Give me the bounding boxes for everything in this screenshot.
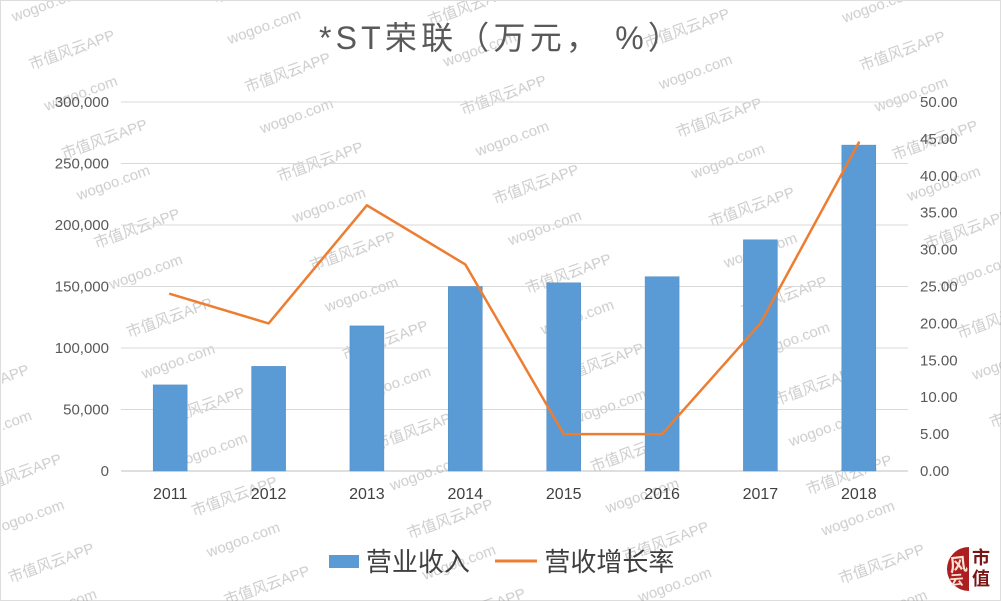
svg-text:15.00: 15.00 xyxy=(920,352,958,369)
svg-text:2011: 2011 xyxy=(153,486,188,503)
svg-text:5.00: 5.00 xyxy=(920,426,949,443)
svg-text:2017: 2017 xyxy=(743,486,779,503)
svg-text:150,000: 150,000 xyxy=(55,279,109,296)
svg-text:45.00: 45.00 xyxy=(920,131,958,148)
svg-text:2014: 2014 xyxy=(448,486,484,503)
svg-text:100,000: 100,000 xyxy=(55,340,109,357)
svg-text:2015: 2015 xyxy=(546,486,582,503)
svg-text:2016: 2016 xyxy=(644,486,680,503)
svg-text:50.00: 50.00 xyxy=(920,94,958,111)
svg-text:0: 0 xyxy=(101,463,109,480)
svg-text:25.00: 25.00 xyxy=(920,279,958,296)
svg-text:50,000: 50,000 xyxy=(63,402,109,419)
svg-text:2018: 2018 xyxy=(841,486,877,503)
svg-text:20.00: 20.00 xyxy=(920,315,958,332)
svg-text:300,000: 300,000 xyxy=(55,94,109,111)
svg-text:200,000: 200,000 xyxy=(55,217,109,234)
svg-text:2012: 2012 xyxy=(251,486,287,503)
svg-text:30.00: 30.00 xyxy=(920,242,958,259)
svg-text:0.00: 0.00 xyxy=(920,463,949,480)
svg-text:2013: 2013 xyxy=(349,486,385,503)
svg-text:10.00: 10.00 xyxy=(920,389,958,406)
svg-text:35.00: 35.00 xyxy=(920,205,958,222)
svg-text:40.00: 40.00 xyxy=(920,168,958,185)
svg-text:250,000: 250,000 xyxy=(55,156,109,173)
